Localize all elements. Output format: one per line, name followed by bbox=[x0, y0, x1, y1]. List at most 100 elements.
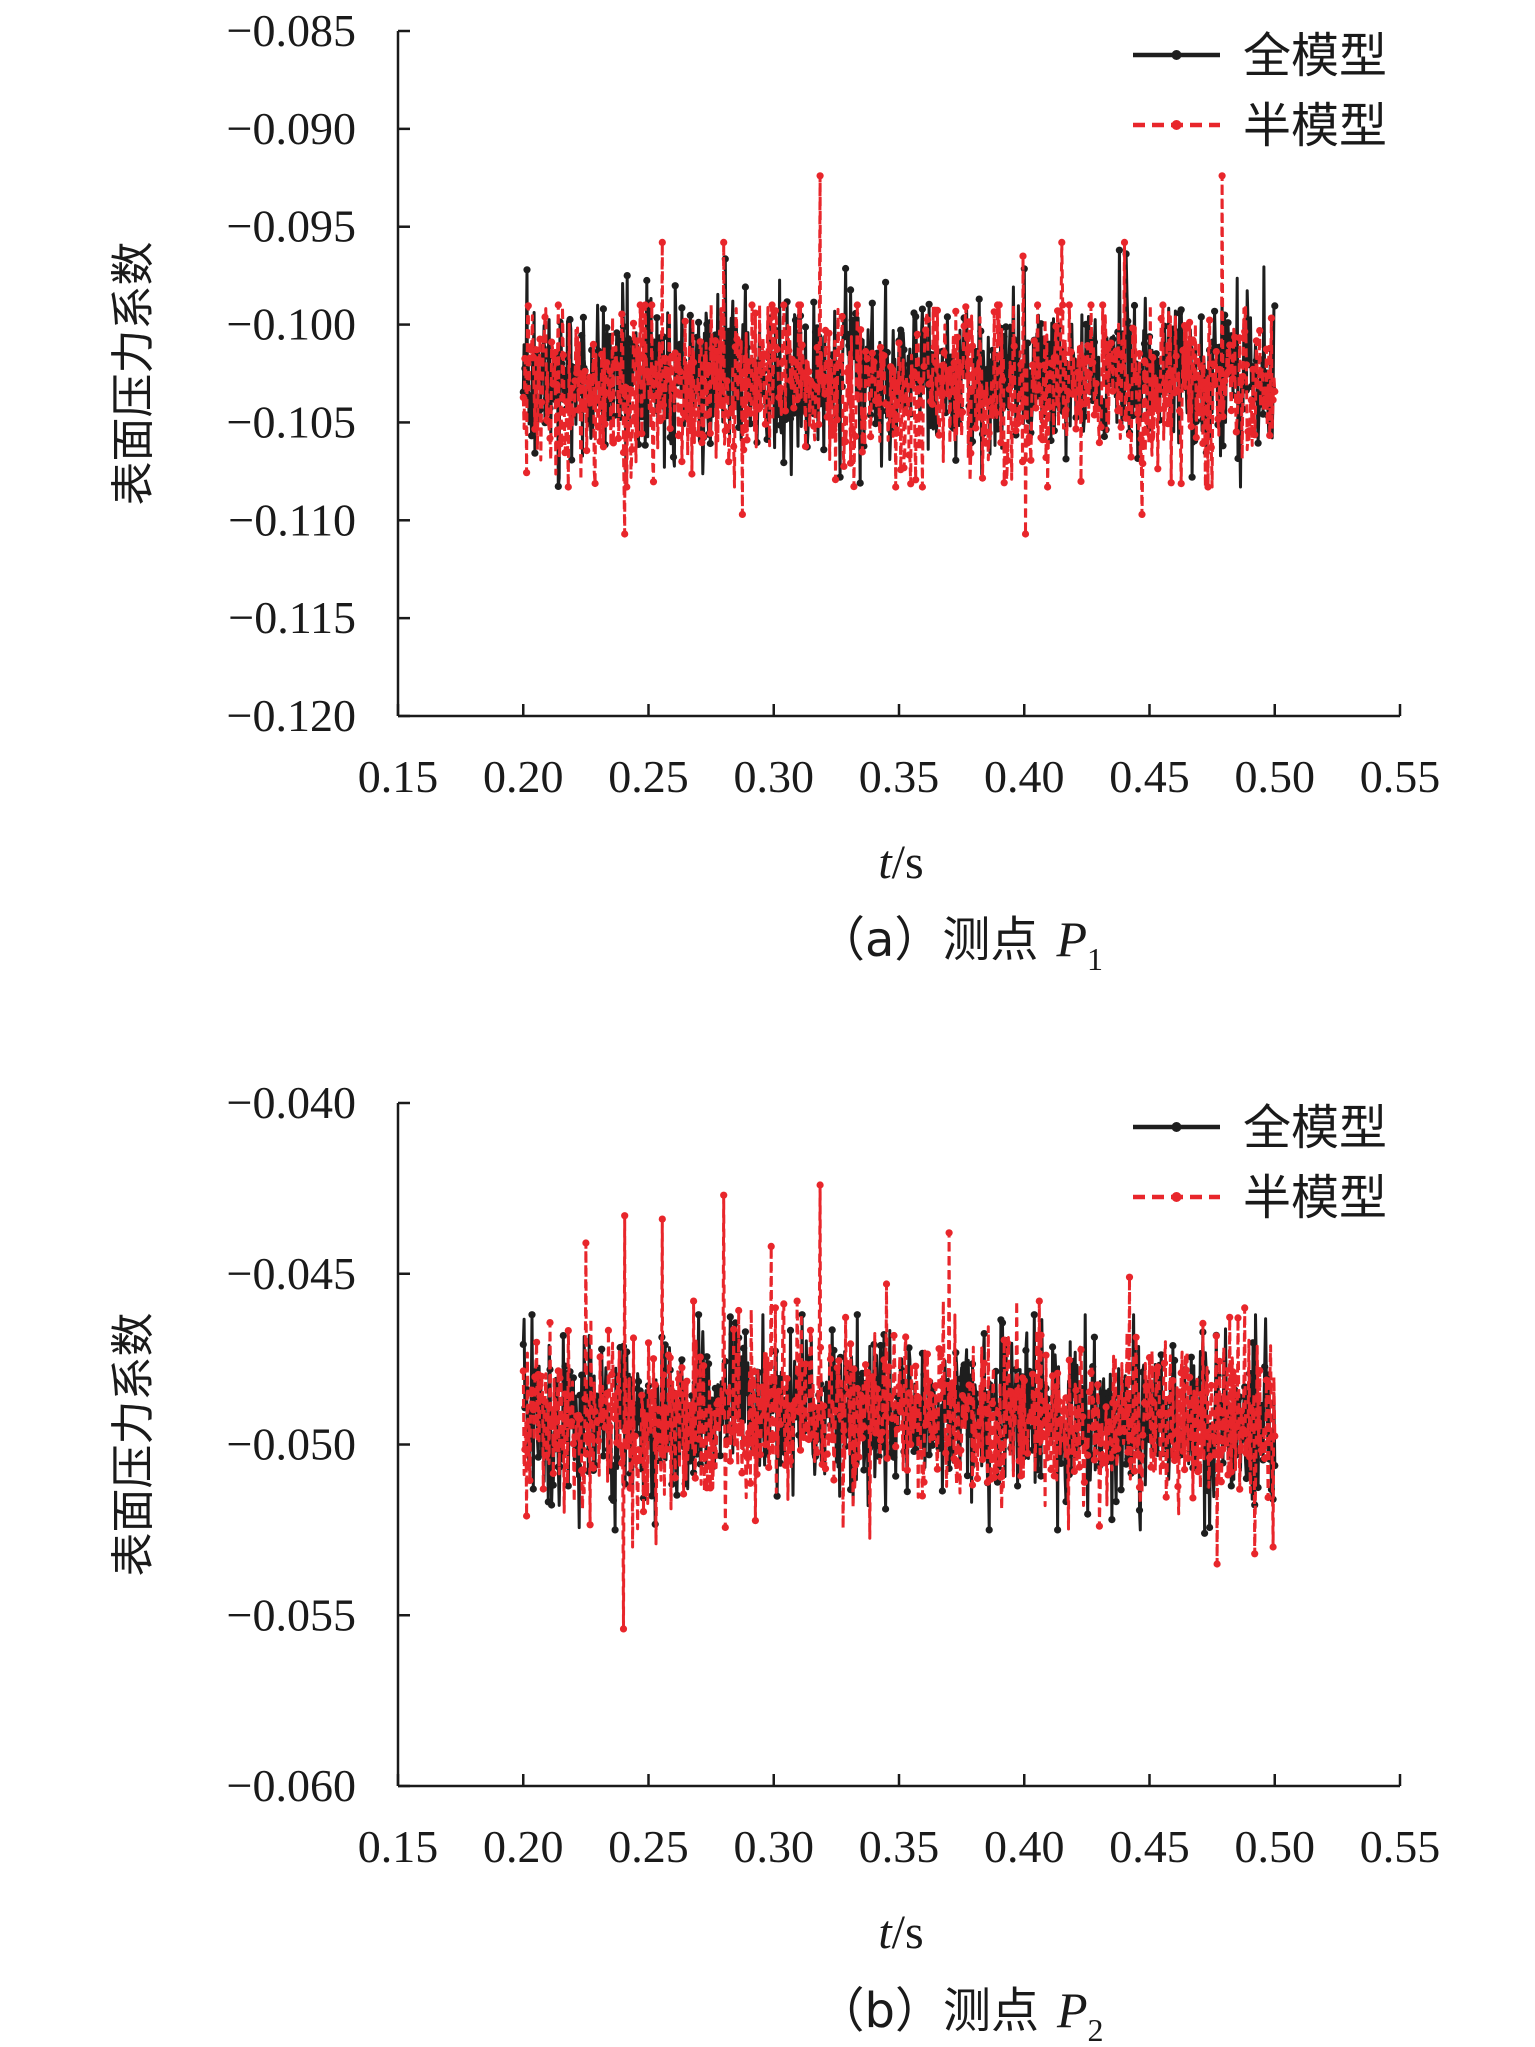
data-point bbox=[680, 409, 688, 417]
data-point bbox=[1165, 1395, 1174, 1403]
data-point bbox=[566, 419, 574, 428]
data-point bbox=[786, 1326, 795, 1334]
x-tick-label: 0.50 bbox=[1235, 751, 1316, 802]
data-point bbox=[801, 323, 810, 331]
data-point bbox=[925, 300, 933, 308]
data-point bbox=[730, 1325, 738, 1333]
data-point bbox=[633, 337, 641, 345]
data-point bbox=[1097, 1430, 1105, 1438]
data-point bbox=[740, 1344, 748, 1352]
data-point bbox=[963, 334, 972, 342]
x-tick-label: 0.35 bbox=[859, 751, 940, 802]
data-point bbox=[1027, 1412, 1035, 1420]
data-point bbox=[556, 1374, 564, 1382]
data-point bbox=[856, 479, 864, 487]
data-point bbox=[676, 368, 684, 376]
data-point bbox=[848, 425, 856, 433]
data-point bbox=[862, 1361, 870, 1369]
data-point bbox=[1005, 385, 1013, 393]
data-point bbox=[559, 1413, 567, 1421]
data-point bbox=[967, 449, 975, 457]
data-point bbox=[1014, 420, 1022, 428]
data-point bbox=[1266, 1382, 1274, 1390]
data-point bbox=[1077, 477, 1085, 485]
data-point bbox=[688, 1401, 696, 1409]
data-point bbox=[1197, 313, 1205, 321]
data-point bbox=[933, 1465, 942, 1473]
data-point bbox=[559, 351, 567, 359]
data-point bbox=[1035, 1297, 1043, 1305]
data-point bbox=[781, 407, 790, 415]
data-point bbox=[538, 1372, 546, 1380]
data-point bbox=[1122, 414, 1130, 422]
data-point bbox=[831, 476, 840, 484]
data-point bbox=[765, 374, 773, 382]
data-point bbox=[1226, 341, 1234, 349]
data-point bbox=[678, 1356, 686, 1364]
data-point bbox=[1244, 1438, 1252, 1446]
data-point bbox=[1132, 1333, 1140, 1341]
data-point bbox=[750, 384, 758, 392]
data-point bbox=[1070, 389, 1078, 397]
data-point bbox=[1247, 396, 1255, 404]
data-point bbox=[1142, 1382, 1150, 1390]
data-point bbox=[710, 1444, 718, 1452]
data-point bbox=[765, 1463, 773, 1472]
data-point bbox=[1122, 1411, 1130, 1419]
data-point bbox=[626, 385, 634, 394]
data-point bbox=[1044, 1403, 1052, 1411]
data-point bbox=[700, 1362, 708, 1370]
data-point bbox=[1211, 1451, 1219, 1459]
data-point bbox=[1092, 380, 1100, 388]
data-point bbox=[1130, 301, 1139, 310]
data-point bbox=[1110, 355, 1118, 363]
data-point bbox=[1249, 1339, 1257, 1347]
data-point bbox=[718, 1408, 726, 1416]
data-point bbox=[998, 376, 1007, 384]
x-tick-label: 0.40 bbox=[984, 751, 1065, 802]
data-point bbox=[1199, 439, 1207, 447]
panel-caption: （b）测点 P2 bbox=[816, 1982, 1103, 2047]
data-point bbox=[591, 1407, 599, 1415]
data-point bbox=[978, 474, 987, 482]
data-point bbox=[918, 1492, 927, 1500]
data-point bbox=[706, 429, 714, 437]
data-point bbox=[771, 307, 780, 315]
data-point bbox=[1264, 1493, 1272, 1502]
data-point bbox=[988, 1399, 997, 1407]
data-point bbox=[624, 1433, 633, 1441]
data-point bbox=[958, 408, 967, 416]
data-point bbox=[1019, 252, 1027, 260]
data-point bbox=[594, 423, 603, 431]
data-point bbox=[972, 424, 980, 432]
data-point bbox=[686, 311, 694, 319]
data-point bbox=[1090, 1333, 1098, 1341]
data-point bbox=[1261, 1454, 1269, 1463]
data-point bbox=[536, 1381, 544, 1389]
data-point bbox=[853, 1384, 861, 1393]
data-point bbox=[628, 445, 636, 454]
data-point bbox=[753, 1470, 761, 1478]
data-point bbox=[918, 305, 927, 313]
data-point bbox=[1212, 348, 1220, 356]
data-point bbox=[583, 1450, 591, 1458]
data-point bbox=[930, 343, 938, 351]
data-point bbox=[1130, 1467, 1139, 1475]
data-point bbox=[843, 330, 851, 338]
data-point bbox=[952, 307, 960, 315]
data-point bbox=[566, 315, 574, 324]
data-point bbox=[935, 431, 943, 439]
data-point bbox=[998, 1440, 1007, 1448]
data-point bbox=[997, 1473, 1005, 1481]
data-point bbox=[683, 364, 691, 372]
data-point bbox=[957, 363, 965, 371]
data-point bbox=[526, 1476, 534, 1485]
data-point bbox=[666, 1354, 674, 1362]
data-point bbox=[1129, 324, 1137, 332]
data-point bbox=[953, 333, 962, 341]
data-point bbox=[659, 401, 668, 409]
data-point bbox=[1217, 1478, 1225, 1486]
x-tick-label: 0.50 bbox=[1235, 1821, 1316, 1872]
data-point bbox=[796, 301, 805, 309]
data-point bbox=[1167, 479, 1175, 487]
